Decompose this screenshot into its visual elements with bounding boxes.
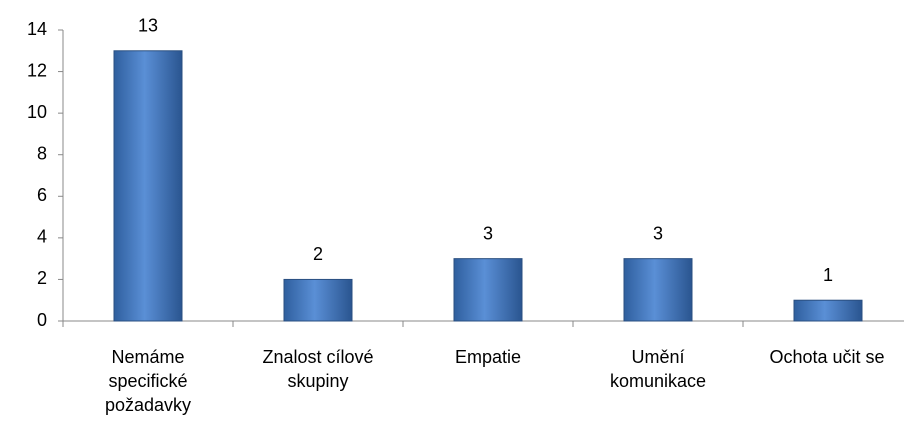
y-tick-label: 6: [37, 185, 47, 205]
data-label: 1: [823, 265, 833, 285]
bar: [623, 258, 693, 322]
data-label: 13: [138, 16, 158, 36]
x-tick-label: Ochota učit se: [769, 347, 885, 367]
bar: [283, 278, 353, 322]
x-tick-label: Umění komunikace: [609, 347, 707, 391]
y-tick-label: 10: [27, 102, 47, 122]
y-tick-label: 8: [37, 143, 47, 163]
x-tick-label: Empatie: [454, 347, 522, 367]
x-tick-label: Znalost cílové skupiny: [262, 347, 374, 391]
y-tick-label: 4: [37, 227, 47, 247]
bar: [113, 50, 183, 322]
bar: [453, 258, 523, 322]
bar: [793, 299, 863, 322]
data-label: 3: [653, 223, 663, 243]
y-tick-label: 2: [37, 268, 47, 288]
y-tick-label: 14: [27, 19, 47, 39]
x-tick-label: Nemáme specifické požadavky: [104, 347, 192, 415]
y-tick-label: 12: [27, 60, 47, 80]
data-label: 3: [483, 223, 493, 243]
y-tick-label: 0: [37, 310, 47, 330]
data-label: 2: [313, 244, 323, 264]
